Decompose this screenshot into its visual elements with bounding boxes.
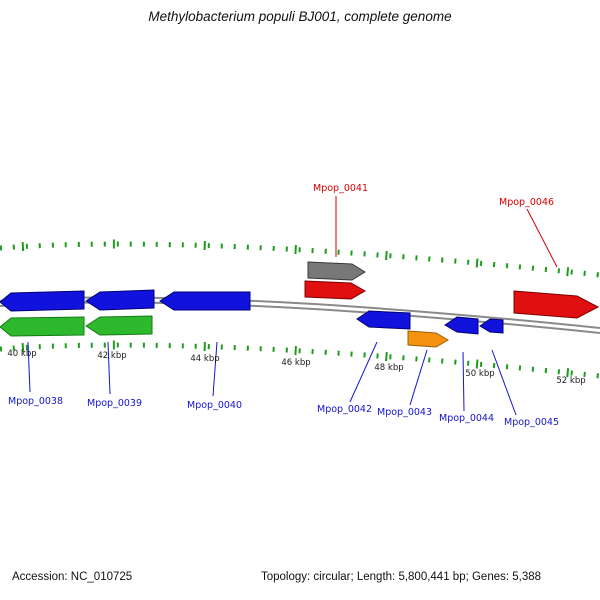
accession-text: Accession: NC_010725 [12,571,133,583]
scale-label-44kbp: 44 kbp [190,354,219,364]
gene-label-mpop-0041[interactable]: Mpop_0041 [313,183,368,194]
gene-arrow-red-2[interactable] [513,290,600,319]
leader-line-mpop-0039 [107,341,111,395]
gene-arrow-red-1[interactable] [304,280,367,300]
gene-label-mpop-0044[interactable]: Mpop_0044 [439,413,494,424]
gene-arrow-orange[interactable] [407,330,449,348]
gene-label-mpop-0040[interactable]: Mpop_0040 [187,400,242,411]
gene-arrow-green-1[interactable] [0,316,85,337]
gene-label-mpop-0042[interactable]: Mpop_0042 [317,404,372,415]
topology-stats-text: Topology: circular; Length: 5,800,441 bp… [261,571,542,583]
leader-line-mpop-0042 [349,341,378,403]
leader-line-mpop-0043 [409,349,428,406]
gene-arrow-blue-5[interactable] [444,316,479,335]
scale-label-48kbp: 48 kbp [374,363,403,373]
scale-label-40kbp: 40 kbp [7,349,36,359]
gene-arrow-blue-4[interactable] [356,310,411,330]
leader-line-mpop-0044 [462,351,465,412]
gene-label-mpop-0045[interactable]: Mpop_0045 [504,417,559,428]
gene-label-mpop-0043[interactable]: Mpop_0043 [377,407,432,418]
scale-label-42kbp: 42 kbp [97,351,126,361]
scale-label-50kbp: 50 kbp [465,369,494,379]
leader-line-mpop-0040 [212,341,218,397]
gene-arrow-blue-6[interactable] [479,318,504,334]
gene-arrow-blue-1[interactable] [0,290,85,312]
scale-label-46kbp: 46 kbp [281,358,310,368]
gene-label-mpop-0046[interactable]: Mpop_0046 [499,197,554,208]
scale-label-52kbp: 52 kbp [556,376,585,386]
leader-line-mpop-0038 [27,341,31,393]
upper-minor-ticks [0,241,600,278]
page-title: Methylobacterium populi BJ001, complete … [148,9,452,24]
gene-arrow-green-2[interactable] [85,315,153,336]
gene-arrow-blue-2[interactable] [85,289,155,311]
leader-line-mpop-0045 [491,349,517,416]
gene-label-mpop-0038[interactable]: Mpop_0038 [8,396,63,407]
leader-line-mpop-0046 [526,208,558,268]
gene-arrow-gray[interactable] [307,261,366,281]
gene-arrow-blue-3[interactable] [159,291,251,311]
gene-label-mpop-0039[interactable]: Mpop_0039 [87,398,142,409]
